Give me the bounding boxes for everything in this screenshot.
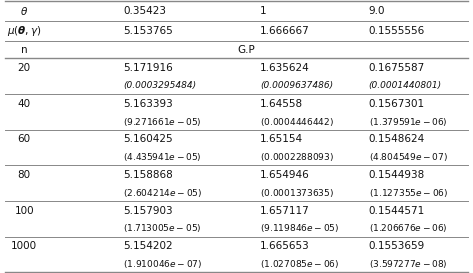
Text: 1000: 1000 — [11, 241, 37, 251]
Text: 0.1675587: 0.1675587 — [368, 63, 425, 73]
Text: 0.35423: 0.35423 — [123, 6, 166, 16]
Text: $(0.0004446442)$: $(0.0004446442)$ — [260, 115, 334, 127]
Text: (0.0009637486): (0.0009637486) — [260, 81, 333, 90]
Text: 0.1544571: 0.1544571 — [368, 206, 425, 216]
Text: 1.665653: 1.665653 — [260, 241, 310, 251]
Text: 5.160425: 5.160425 — [123, 134, 173, 144]
Text: 0.1548624: 0.1548624 — [368, 134, 425, 144]
Text: $(4.804549e-07)$: $(4.804549e-07)$ — [368, 151, 447, 163]
Text: 80: 80 — [18, 170, 31, 180]
Text: $\mu(\boldsymbol{\theta},\gamma)$: $\mu(\boldsymbol{\theta},\gamma)$ — [7, 24, 42, 38]
Text: 0.1567301: 0.1567301 — [368, 99, 425, 109]
Text: 5.158868: 5.158868 — [123, 170, 173, 180]
Text: 100: 100 — [15, 206, 34, 216]
Text: $(0.0002288093)$: $(0.0002288093)$ — [260, 151, 334, 163]
Text: 0.1553659: 0.1553659 — [368, 241, 425, 251]
Text: $(9.119846e-05)$: $(9.119846e-05)$ — [260, 222, 339, 235]
Text: $(1.127355e-06)$: $(1.127355e-06)$ — [368, 187, 448, 199]
Text: 1.65154: 1.65154 — [260, 134, 303, 144]
Text: 5.154202: 5.154202 — [123, 241, 173, 251]
Text: 1.666667: 1.666667 — [260, 26, 310, 36]
Text: 1.657117: 1.657117 — [260, 206, 310, 216]
Text: 5.163393: 5.163393 — [123, 99, 173, 109]
Text: $(9.271661e-05)$: $(9.271661e-05)$ — [123, 115, 202, 127]
Text: (0.0003295484): (0.0003295484) — [123, 81, 196, 90]
Text: 1.64558: 1.64558 — [260, 99, 303, 109]
Text: 1.654946: 1.654946 — [260, 170, 310, 180]
Text: $(1.713005e-05)$: $(1.713005e-05)$ — [123, 222, 202, 235]
Text: 5.171916: 5.171916 — [123, 63, 173, 73]
Text: $(1.027085e-06)$: $(1.027085e-06)$ — [260, 258, 339, 270]
Text: 60: 60 — [18, 134, 31, 144]
Text: 1.635624: 1.635624 — [260, 63, 310, 73]
Text: $(2.604214e-05)$: $(2.604214e-05)$ — [123, 187, 202, 199]
Text: 9.0: 9.0 — [368, 6, 385, 16]
Text: $(3.597277e-08)$: $(3.597277e-08)$ — [368, 258, 447, 270]
Text: 0.1555556: 0.1555556 — [368, 26, 425, 36]
Text: $(0.0001373635)$: $(0.0001373635)$ — [260, 187, 334, 199]
Text: 5.157903: 5.157903 — [123, 206, 173, 216]
Text: $(1.206676e-06)$: $(1.206676e-06)$ — [368, 222, 447, 235]
Text: n: n — [21, 45, 27, 55]
Text: $(1.910046e-07)$: $(1.910046e-07)$ — [123, 258, 202, 270]
Text: G.P: G.P — [237, 45, 255, 55]
Text: 5.153765: 5.153765 — [123, 26, 173, 36]
Text: $\theta$: $\theta$ — [20, 5, 28, 17]
Text: $(1.379591e-06)$: $(1.379591e-06)$ — [368, 115, 447, 127]
Text: 20: 20 — [18, 63, 31, 73]
Text: 1: 1 — [260, 6, 267, 16]
Text: 0.1544938: 0.1544938 — [368, 170, 425, 180]
Text: 40: 40 — [18, 99, 31, 109]
Text: $(4.435941e-05)$: $(4.435941e-05)$ — [123, 151, 202, 163]
Text: (0.0001440801): (0.0001440801) — [368, 81, 442, 90]
